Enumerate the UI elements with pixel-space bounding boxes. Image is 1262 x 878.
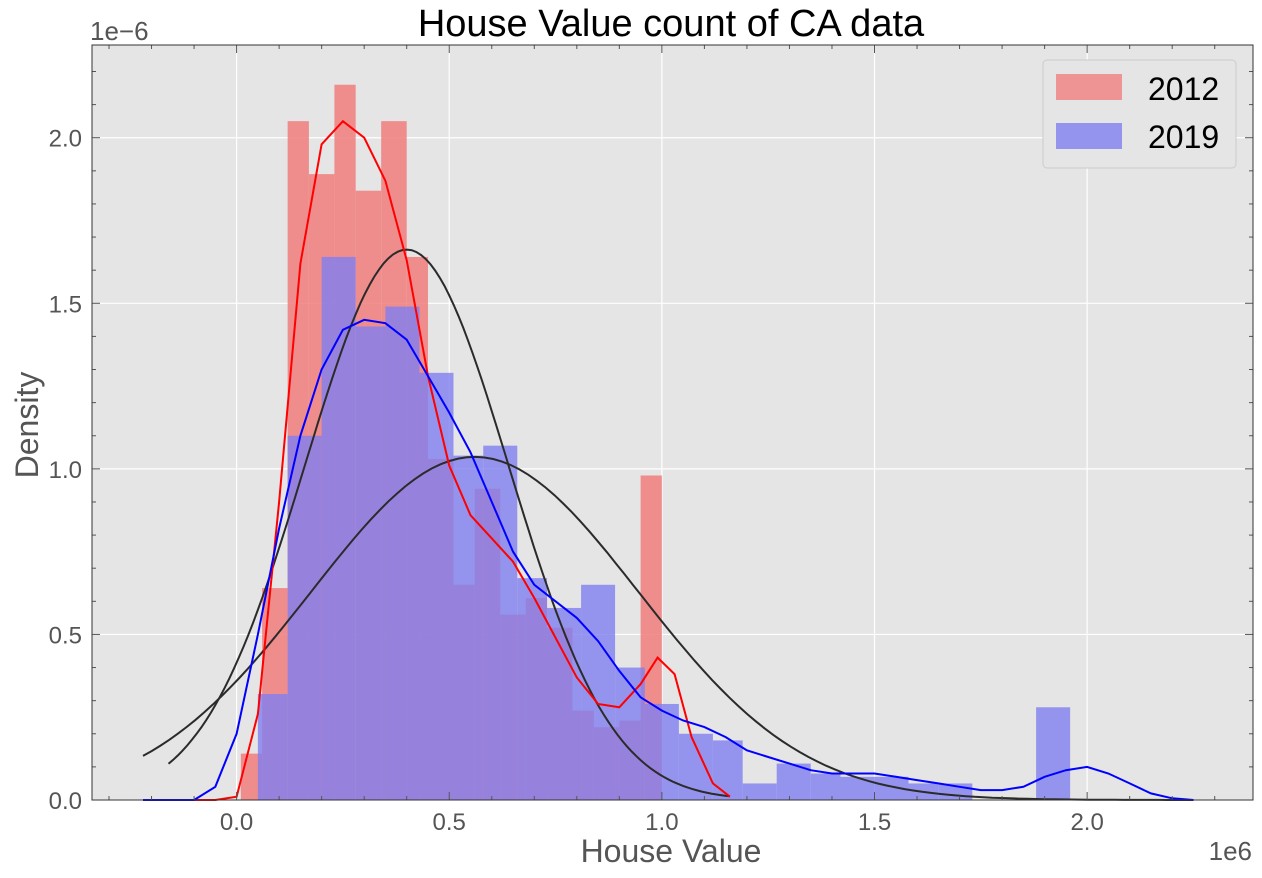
y-axis-label: Density — [9, 372, 45, 479]
x-tick-label: 0.0 — [220, 809, 253, 836]
x-tick-label: 0.5 — [433, 809, 466, 836]
legend-label-2012: 2012 — [1148, 71, 1219, 107]
bar-2019 — [419, 372, 454, 800]
tick-labels: 0.0 0.5 1.0 1.5 2.0 0.0 0.5 1.0 1.5 2.0 — [49, 126, 1104, 836]
histogram-bars — [240, 84, 1071, 801]
x-tick-label: 1.5 — [858, 809, 891, 836]
normal-fit-2012 — [167, 248, 731, 798]
y-tick-label: 1.0 — [49, 457, 82, 484]
bar-2012 — [240, 753, 263, 800]
y-tick-label: 0.0 — [49, 788, 82, 815]
legend: 2012 2019 — [1042, 59, 1237, 169]
bar-2019 — [644, 703, 679, 800]
bar-2019 — [581, 584, 616, 800]
bar-2019 — [321, 256, 356, 800]
kde-curve-2019 — [143, 318, 1194, 801]
bar-2019 — [1036, 707, 1071, 800]
axis-ticks — [92, 45, 1253, 801]
bar-2019 — [517, 578, 548, 800]
bar-2019 — [547, 607, 582, 800]
bar-2019 — [355, 326, 386, 800]
bar-2019 — [257, 694, 288, 800]
bar-2019 — [712, 740, 743, 800]
bar-2019 — [385, 306, 420, 800]
x-tick-label: 2.0 — [1070, 809, 1103, 836]
y-offset-label: 1e−6 — [90, 16, 149, 46]
bar-2019 — [840, 776, 875, 800]
y-tick-label: 1.5 — [49, 291, 82, 318]
kde-curve-2012 — [143, 119, 731, 801]
chart-title: House Value count of CA data — [418, 3, 925, 45]
bar-2019 — [483, 445, 518, 800]
legend-swatch-2012 — [1056, 74, 1122, 100]
x-offset-label: 1e6 — [1209, 836, 1252, 866]
legend-label-2019: 2019 — [1148, 119, 1219, 155]
y-tick-label: 2.0 — [49, 126, 82, 153]
bar-2019 — [742, 783, 777, 800]
y-tick-label: 0.5 — [49, 622, 82, 649]
bar-2019 — [810, 773, 841, 800]
legend-swatch-2019 — [1056, 123, 1122, 149]
x-tick-label: 1.0 — [645, 809, 678, 836]
x-axis-label: House Value — [581, 833, 762, 869]
bar-2019 — [615, 667, 645, 800]
bar-2019 — [287, 435, 322, 800]
bar-2019 — [776, 763, 811, 800]
bar-2019 — [453, 455, 484, 800]
plot-frame — [91, 44, 1254, 801]
density-curves — [142, 119, 1194, 801]
bar-2019 — [874, 776, 909, 800]
normal-fit-2019 — [142, 455, 1194, 801]
